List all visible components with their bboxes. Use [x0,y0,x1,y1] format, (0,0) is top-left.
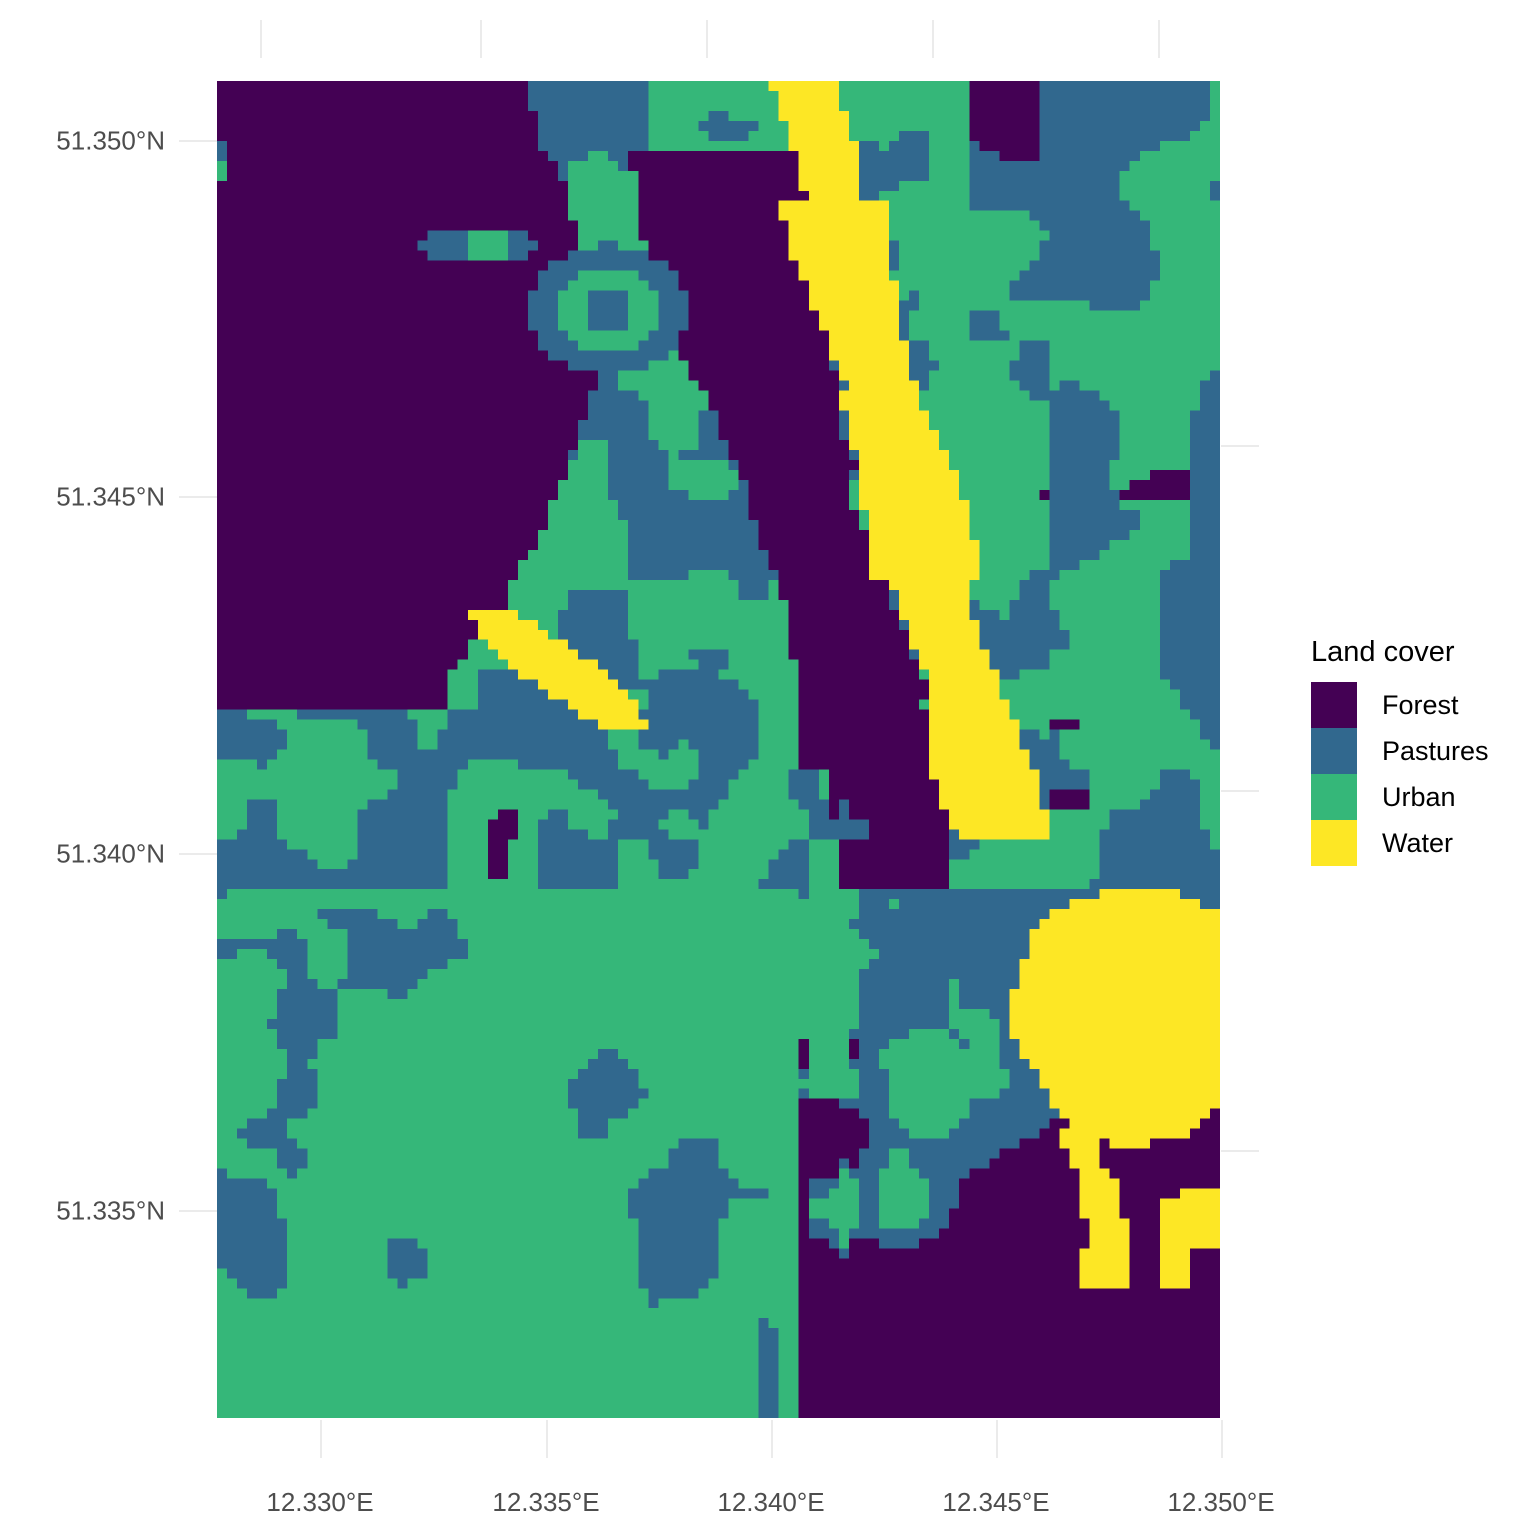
land-cover-raster [217,81,1220,1418]
x-tick-mark [546,1420,548,1458]
legend-item-water[interactable]: Water [1311,820,1521,866]
y-tick-mark [179,1210,217,1212]
legend-swatch-pastures [1311,728,1357,774]
y-axis-label-4: 51.335°N [56,1195,165,1226]
legend-swatch-water [1311,820,1357,866]
x-tick-mark-top [480,20,482,58]
x-tick-mark [1221,1420,1223,1458]
legend-item-forest[interactable]: Forest [1311,682,1521,728]
x-tick-mark-top [1158,20,1160,58]
y-tick-mark-right [1221,790,1259,792]
y-tick-mark [179,853,217,855]
x-tick-mark [320,1420,322,1458]
x-axis-label-1: 12.330°E [266,1487,374,1517]
x-axis-label-3: 12.340°E [717,1487,825,1517]
x-axis-label-5: 12.350°E [1167,1487,1275,1517]
legend-item-pastures[interactable]: Pastures [1311,728,1521,774]
x-tick-mark [771,1420,773,1458]
legend-label-urban: Urban [1382,781,1456,812]
y-tick-mark [179,496,217,498]
y-axis-label-2: 51.345°N [56,481,165,512]
x-axis-label-4: 12.345°E [942,1487,1050,1517]
legend-title: Land cover [1311,636,1455,668]
legend-label-forest: Forest [1382,689,1459,720]
y-tick-mark [179,140,217,142]
x-tick-mark-top [706,20,708,58]
legend-swatch-urban [1311,774,1357,820]
x-tick-mark-top [260,20,262,58]
x-axis-label-2: 12.335°E [492,1487,600,1517]
legend-label-water: Water [1382,827,1454,858]
legend-swatch-forest [1311,682,1357,728]
x-tick-mark-top [932,20,934,58]
legend: Land cover Forest Pastures Urban Water [1311,636,1521,866]
y-axis-label-3: 51.340°N [56,838,165,869]
legend-label-pastures: Pastures [1382,735,1489,766]
y-tick-mark-right [1221,445,1259,447]
y-tick-mark-right [1221,1150,1259,1152]
map-panel[interactable] [217,81,1220,1418]
legend-keys: Forest Pastures Urban Water [1311,682,1521,866]
y-axis-label-1: 51.350°N [56,125,165,156]
legend-item-urban[interactable]: Urban [1311,774,1521,820]
x-tick-mark [996,1420,998,1458]
